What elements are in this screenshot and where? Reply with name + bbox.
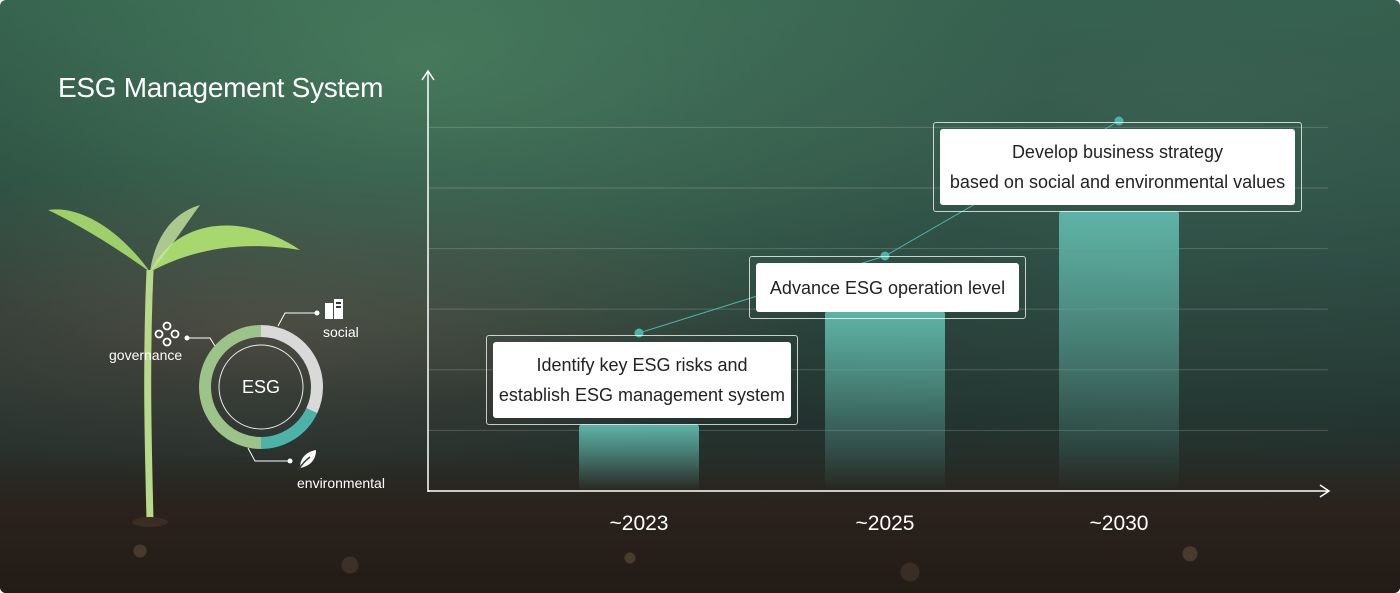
building-icon [325,299,343,319]
x-tick-label: ~2025 [856,512,915,535]
y-axis-arrow [421,69,435,81]
ring-segment-governance [199,325,262,449]
annotation-box: Develop business strategy based on social… [940,129,1295,205]
bar-2030 [1059,211,1179,491]
annotation-callout: Advance ESG operation level [749,256,1026,319]
annotation-line: Advance ESG operation level [769,277,1006,298]
network-nodes-icon [154,321,180,347]
environmental-label: environmental [297,475,385,491]
x-tick-labels: ~2023 ~2025 ~2030 [610,512,1149,535]
ring-segment-environmental [260,407,318,449]
annotation-box: Advance ESG operation level [756,263,1019,312]
seedling-illustration [48,205,300,527]
governance-label: governance [109,347,183,363]
annotation-line: Identify key ESG risks and [536,355,748,375]
x-tick-label: ~2030 [1090,512,1149,535]
esg-ring-center-label: ESG [241,376,280,397]
bars [579,211,1179,491]
ring-segment-social [260,325,323,414]
social-label: social [323,324,359,340]
esg-ring-connectors [184,310,320,464]
annotation-box: Identify key ESG risks and establish ESG … [493,342,791,418]
annotation-line: establish ESG management system [498,385,786,405]
trend-point [1114,116,1124,126]
annotation-callout: Identify key ESG risks and establish ESG … [486,335,798,425]
annotation-line: Develop business strategy [1011,142,1224,162]
esg-ring: ESG [198,324,324,450]
page-title: ESG Management System [58,72,384,103]
esg-ring-graphic [199,325,323,449]
x-tick-label: ~2023 [610,512,669,535]
leaf-icon [297,450,316,471]
ring-inner-circle [218,344,304,430]
bar-2025 [825,311,945,491]
x-axis-arrow [1319,484,1331,498]
annotation-line: based on social and environmental values [949,172,1286,192]
annotation-callout: Develop business strategy based on social… [933,122,1302,212]
bar-2023 [579,424,699,491]
